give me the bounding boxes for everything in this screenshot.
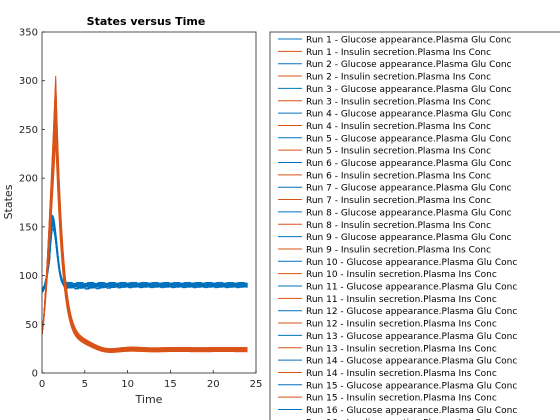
legend-label: Run 11 - Glucose appearance.Plasma Glu C… xyxy=(306,283,517,293)
y-tick-label: 50 xyxy=(25,320,38,331)
series-line-11 xyxy=(42,220,248,291)
series-line-6 xyxy=(42,100,248,351)
x-tick-label: 20 xyxy=(207,379,220,390)
axes-box xyxy=(41,31,257,374)
series-line-22 xyxy=(42,139,248,352)
legend-label: Run 4 - Glucose appearance.Plasma Glu Co… xyxy=(306,110,512,120)
series-line-14 xyxy=(42,95,248,352)
series-line-10 xyxy=(42,75,248,350)
legend-label: Run 5 - Glucose appearance.Plasma Glu Co… xyxy=(306,134,512,144)
series-line-2 xyxy=(42,80,248,351)
legend-label: Run 8 - Insulin secretion.Plasma Ins Con… xyxy=(306,221,491,231)
series-line-25 xyxy=(42,220,248,290)
legend-label: Run 1 - Insulin secretion.Plasma Ins Con… xyxy=(306,48,491,58)
x-tick-label: 5 xyxy=(82,379,88,390)
series-line-5 xyxy=(42,221,248,293)
legend-label: Run 14 - Glucose appearance.Plasma Glu C… xyxy=(306,357,517,367)
legend-label: Run 9 - Insulin secretion.Plasma Ins Con… xyxy=(306,245,491,255)
series-line-21 xyxy=(42,217,248,293)
legend-label: Run 10 - Insulin secretion.Plasma Ins Co… xyxy=(306,270,497,280)
legend-label: Run 8 - Glucose appearance.Plasma Glu Co… xyxy=(306,208,512,218)
series-line-1 xyxy=(42,215,248,293)
series-line-18 xyxy=(42,85,248,351)
legend-box xyxy=(269,31,560,420)
series-line-28 xyxy=(42,82,248,353)
legend-label: Run 11 - Insulin secretion.Plasma Ins Co… xyxy=(306,295,497,305)
chart-title: States versus Time xyxy=(87,15,206,28)
legend-label: Run 5 - Insulin secretion.Plasma Ins Con… xyxy=(306,147,491,157)
legend-label: Run 15 - Insulin secretion.Plasma Ins Co… xyxy=(306,394,497,404)
legend-label: Run 16 - Insulin secretion.Plasma Ins Co… xyxy=(306,418,497,420)
y-axis-label: States xyxy=(2,184,15,219)
legend-label: Run 1 - Glucose appearance.Plasma Glu Co… xyxy=(306,36,512,46)
legend-entries: Run 1 - Glucose appearance.Plasma Glu Co… xyxy=(278,36,517,420)
y-tick-label: 0 xyxy=(32,369,38,380)
legend-label: Run 2 - Insulin secretion.Plasma Ins Con… xyxy=(306,73,491,83)
x-axis-label: Time xyxy=(135,393,163,406)
series-line-7 xyxy=(42,216,248,291)
series-line-19 xyxy=(42,222,248,292)
x-tick-label: 25 xyxy=(250,379,263,390)
plot-area: 0 5 10 15 20 25 0 50 100 150 200 250 300 350 xyxy=(19,28,262,391)
series-line-26 xyxy=(42,114,248,352)
x-tick-label: 15 xyxy=(164,379,177,390)
series-line-13 xyxy=(42,214,248,292)
legend-label: Run 6 - Glucose appearance.Plasma Glu Co… xyxy=(306,159,512,169)
series-line-20 xyxy=(42,105,248,350)
y-tick-label: 300 xyxy=(19,76,38,87)
legend-label: Run 6 - Insulin secretion.Plasma Ins Con… xyxy=(306,171,491,181)
x-tick-label: 0 xyxy=(39,379,45,390)
series-line-27 xyxy=(42,215,248,293)
legend[interactable]: Run 1 - Glucose appearance.Plasma Glu Co… xyxy=(269,31,560,420)
series-line-8 xyxy=(42,109,248,353)
series-line-9 xyxy=(42,222,248,289)
legend-label: Run 7 - Glucose appearance.Plasma Glu Co… xyxy=(306,184,512,194)
legend-label: Run 13 - Glucose appearance.Plasma Glu C… xyxy=(306,332,517,342)
legend-label: Run 15 - Glucose appearance.Plasma Glu C… xyxy=(306,381,517,391)
series-line-32 xyxy=(42,100,248,351)
legend-label: Run 3 - Glucose appearance.Plasma Glu Co… xyxy=(306,85,512,95)
series-lines xyxy=(42,75,248,353)
series-line-31 xyxy=(42,217,248,289)
series-line-24 xyxy=(42,92,248,351)
x-axis: 0 5 10 15 20 25 xyxy=(39,370,263,390)
legend-label: Run 16 - Glucose appearance.Plasma Glu C… xyxy=(306,406,517,416)
series-line-4 xyxy=(42,90,248,352)
series-line-3 xyxy=(42,217,248,289)
legend-label: Run 14 - Insulin secretion.Plasma Ins Co… xyxy=(306,369,497,379)
series-line-17 xyxy=(42,214,248,289)
legend-label: Run 9 - Glucose appearance.Plasma Glu Co… xyxy=(306,233,512,243)
legend-label: Run 10 - Glucose appearance.Plasma Glu C… xyxy=(306,258,517,268)
y-tick-label: 150 xyxy=(19,222,38,233)
series-line-12 xyxy=(42,119,248,352)
legend-label: Run 13 - Insulin secretion.Plasma Ins Co… xyxy=(306,344,497,354)
x-tick-label: 10 xyxy=(121,379,134,390)
legend-label: Run 12 - Glucose appearance.Plasma Glu C… xyxy=(306,307,517,317)
legend-label: Run 4 - Insulin secretion.Plasma Ins Con… xyxy=(306,122,491,132)
y-tick-label: 250 xyxy=(19,125,38,136)
legend-label: Run 3 - Insulin secretion.Plasma Ins Con… xyxy=(306,97,491,107)
legend-label: Run 2 - Glucose appearance.Plasma Glu Co… xyxy=(306,60,512,70)
series-line-16 xyxy=(42,129,248,351)
y-tick-label: 200 xyxy=(19,174,38,185)
y-axis: 0 50 100 150 200 250 300 350 xyxy=(19,28,45,380)
y-tick-label: 100 xyxy=(19,271,38,282)
legend-label: Run 12 - Insulin secretion.Plasma Ins Co… xyxy=(306,320,497,330)
series-line-30 xyxy=(42,124,248,351)
y-tick-label: 350 xyxy=(19,28,38,39)
series-line-23 xyxy=(42,221,248,293)
series-line-29 xyxy=(42,225,248,291)
legend-label: Run 7 - Insulin secretion.Plasma Ins Con… xyxy=(306,196,491,206)
